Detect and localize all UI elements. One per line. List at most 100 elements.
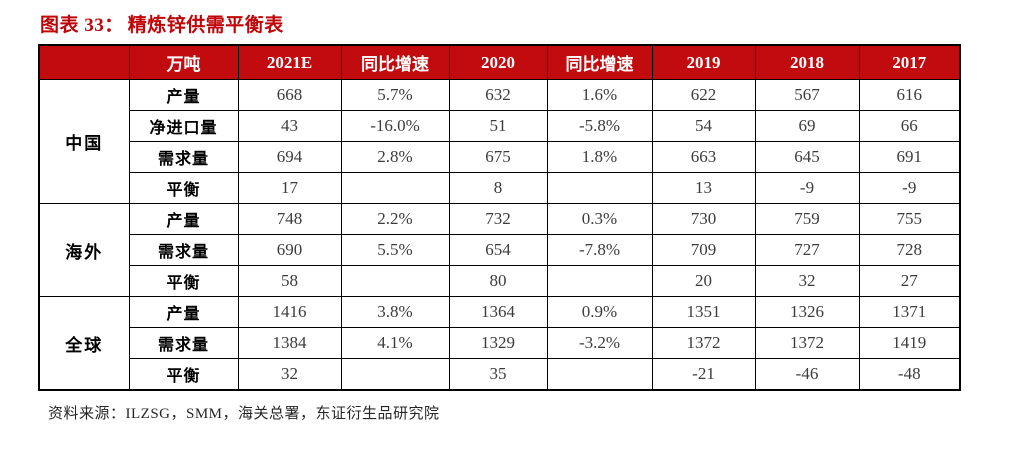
value-cell: 668 bbox=[237, 79, 342, 111]
value-cell: -9 bbox=[858, 172, 961, 204]
row-label-cell: 产量 bbox=[128, 203, 239, 235]
value-cell: 8 bbox=[448, 172, 548, 204]
value-cell: 663 bbox=[651, 141, 756, 173]
value-cell: 51 bbox=[448, 110, 548, 142]
value-cell: -48 bbox=[858, 358, 961, 391]
value-cell: 1.6% bbox=[546, 79, 653, 111]
value-cell: 5.7% bbox=[340, 79, 450, 111]
value-cell: 1.8% bbox=[546, 141, 653, 173]
table-header-row: 万吨 2021E 同比增速 2020 同比增速 2019 2018 2017 bbox=[38, 44, 961, 80]
value-cell: 32 bbox=[237, 358, 342, 391]
table-row: 净进口量 43 -16.0% 51 -5.8% 54 69 66 bbox=[39, 110, 961, 142]
value-cell: 1364 bbox=[448, 296, 548, 328]
column-header: 2017 bbox=[858, 44, 961, 80]
row-label-cell: 平衡 bbox=[128, 172, 239, 204]
value-cell: 2.2% bbox=[340, 203, 450, 235]
value-cell: 17 bbox=[237, 172, 342, 204]
value-cell: -7.8% bbox=[546, 234, 653, 266]
value-cell: 728 bbox=[858, 234, 961, 266]
value-cell bbox=[546, 172, 653, 204]
value-cell: 1351 bbox=[651, 296, 756, 328]
value-cell: -5.8% bbox=[546, 110, 653, 142]
region-group-cell: 全球 bbox=[38, 296, 130, 391]
value-cell: 2.8% bbox=[340, 141, 450, 173]
value-cell: 1384 bbox=[237, 327, 342, 359]
value-cell: 748 bbox=[237, 203, 342, 235]
table-row: 中国 产量 668 5.7% 632 1.6% 622 567 616 bbox=[38, 79, 961, 204]
value-cell: -3.2% bbox=[546, 327, 653, 359]
figure-name: 精炼锌供需平衡表 bbox=[127, 15, 284, 36]
figure-number-label: 图表 33： bbox=[40, 15, 124, 36]
value-cell: 1371 bbox=[858, 296, 961, 328]
value-cell: 694 bbox=[237, 141, 342, 173]
value-cell: 691 bbox=[858, 141, 961, 173]
value-cell: 3.8% bbox=[340, 296, 450, 328]
value-cell: 13 bbox=[651, 172, 756, 204]
value-cell: 632 bbox=[448, 79, 548, 111]
row-label-cell: 净进口量 bbox=[128, 110, 239, 142]
row-label-cell: 产量 bbox=[128, 79, 239, 111]
value-cell: 616 bbox=[858, 79, 961, 111]
value-cell: 32 bbox=[754, 265, 860, 297]
table-row: 海外 产量 748 2.2% 732 0.3% 730 759 755 bbox=[38, 203, 961, 297]
value-cell bbox=[340, 172, 450, 204]
value-cell: 690 bbox=[237, 234, 342, 266]
value-cell: 0.9% bbox=[546, 296, 653, 328]
value-cell: -9 bbox=[754, 172, 860, 204]
figure-title: 图表 33： 精炼锌供需平衡表 bbox=[0, 0, 1012, 44]
value-cell: -16.0% bbox=[340, 110, 450, 142]
column-header: 2020 bbox=[448, 44, 548, 80]
value-cell: -21 bbox=[651, 358, 756, 391]
table-row: 需求量 694 2.8% 675 1.8% 663 645 691 bbox=[39, 141, 961, 173]
value-cell: 759 bbox=[754, 203, 860, 235]
value-cell: 66 bbox=[858, 110, 961, 142]
value-cell: 755 bbox=[858, 203, 961, 235]
value-cell: 54 bbox=[651, 110, 756, 142]
row-label-cell: 需求量 bbox=[128, 141, 239, 173]
value-cell: 730 bbox=[651, 203, 756, 235]
table-row: 平衡 32 35 -21 -46 -48 bbox=[39, 358, 961, 391]
value-cell bbox=[546, 358, 653, 391]
value-cell bbox=[340, 358, 450, 391]
column-header: 2018 bbox=[754, 44, 860, 80]
value-cell: 645 bbox=[754, 141, 860, 173]
value-cell: 709 bbox=[651, 234, 756, 266]
column-header: 2021E bbox=[237, 44, 342, 80]
value-cell: 58 bbox=[237, 265, 342, 297]
value-cell: 567 bbox=[754, 79, 860, 111]
value-cell: 1416 bbox=[237, 296, 342, 328]
row-label-cell: 需求量 bbox=[128, 234, 239, 266]
value-cell: 35 bbox=[448, 358, 548, 391]
value-cell bbox=[546, 265, 653, 297]
source-note: 资料来源：ILZSG，SMM，海关总署，东证衍生品研究院 bbox=[48, 406, 440, 422]
row-label-cell: 产量 bbox=[128, 296, 239, 328]
value-cell: 727 bbox=[754, 234, 860, 266]
value-cell: 43 bbox=[237, 110, 342, 142]
zinc-supply-demand-table: 万吨 2021E 同比增速 2020 同比增速 2019 2018 2017 中国 产量 668… bbox=[38, 44, 961, 391]
value-cell: 1326 bbox=[754, 296, 860, 328]
value-cell: 1372 bbox=[754, 327, 860, 359]
value-cell: 1419 bbox=[858, 327, 961, 359]
column-header: 同比增速 bbox=[340, 44, 450, 80]
region-group-cell: 中国 bbox=[38, 79, 130, 204]
table-row: 全球 产量 1416 3.8% 1364 0.9% 1351 1326 1371 bbox=[38, 296, 961, 391]
value-cell: 27 bbox=[858, 265, 961, 297]
region-group-cell: 海外 bbox=[38, 203, 130, 297]
table-row: 需求量 690 5.5% 654 -7.8% 709 727 728 bbox=[39, 234, 961, 266]
row-label-cell: 需求量 bbox=[128, 327, 239, 359]
column-header: 同比增速 bbox=[546, 44, 653, 80]
value-cell: 69 bbox=[754, 110, 860, 142]
row-label-cell: 平衡 bbox=[128, 265, 239, 297]
unit-header-cell: 万吨 bbox=[128, 44, 239, 80]
corner-cell bbox=[38, 44, 130, 80]
value-cell: 732 bbox=[448, 203, 548, 235]
value-cell: 654 bbox=[448, 234, 548, 266]
table-row: 需求量 1384 4.1% 1329 -3.2% 1372 1372 1419 bbox=[39, 327, 961, 359]
value-cell: 1372 bbox=[651, 327, 756, 359]
value-cell: 20 bbox=[651, 265, 756, 297]
row-label-cell: 平衡 bbox=[128, 358, 239, 391]
value-cell bbox=[340, 265, 450, 297]
value-cell: -46 bbox=[754, 358, 860, 391]
value-cell: 675 bbox=[448, 141, 548, 173]
